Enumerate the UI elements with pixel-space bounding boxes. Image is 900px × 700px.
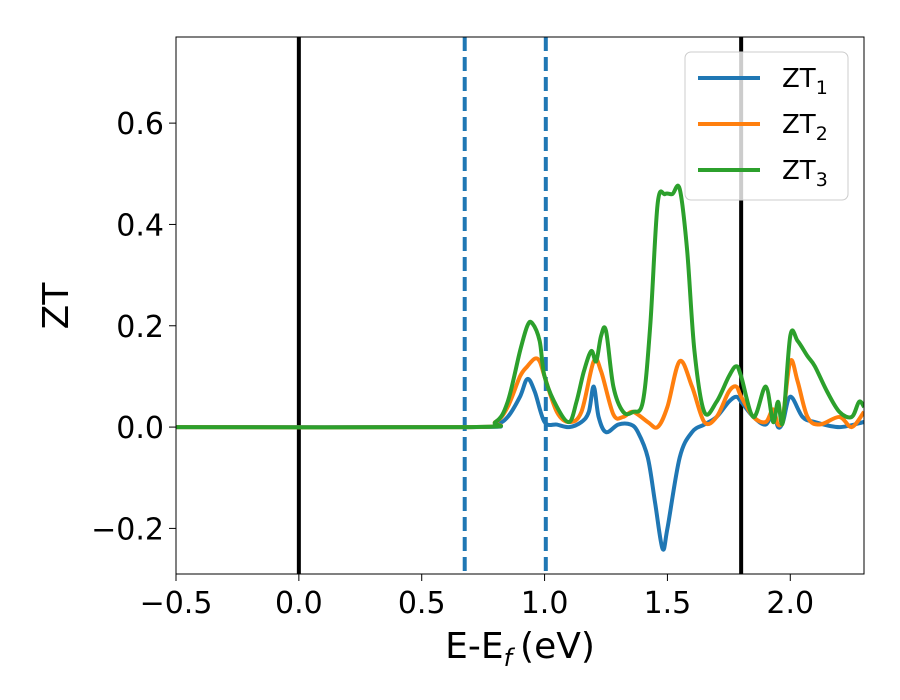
- y-tick-label: 0.2: [116, 310, 164, 345]
- x-tick-label: 2.0: [766, 586, 814, 621]
- x-tick-label: 0.0: [275, 586, 323, 621]
- x-tick-label: 1.0: [521, 586, 569, 621]
- legend-label-zt2: ZT2: [782, 110, 828, 145]
- y-tick-label: −0.2: [91, 512, 164, 547]
- x-axis-label-subscript: f: [504, 644, 516, 672]
- legend-box: [684, 51, 849, 201]
- legend-label-zt1: ZT1: [782, 64, 828, 99]
- y-tick-label: 0.4: [116, 208, 164, 243]
- y-axis-ticks: −0.2 0.0 0.2 0.4 0.6: [91, 107, 176, 547]
- series-line-zt3: [176, 183, 864, 430]
- y-tick-label: 0.6: [116, 107, 164, 142]
- x-tick-label: 0.5: [398, 586, 446, 621]
- legend: ZT1 ZT2 ZT3: [684, 51, 849, 201]
- x-axis-label-main: E-E: [445, 626, 503, 667]
- x-axis-label: E-Ef (eV): [445, 626, 595, 672]
- x-axis-label-unit: (eV): [520, 626, 595, 667]
- y-axis-label: ZT: [36, 282, 77, 330]
- plot-frame: [175, 36, 865, 575]
- y-tick-label: 0.0: [116, 411, 164, 446]
- x-axis-ticks: −0.5 0.0 0.5 1.0 1.5 2.0: [140, 574, 814, 621]
- series-layer: [176, 183, 864, 552]
- x-tick-label: 1.5: [644, 586, 692, 621]
- x-tick-label: −0.5: [140, 586, 213, 621]
- legend-label-zt3: ZT3: [782, 156, 828, 191]
